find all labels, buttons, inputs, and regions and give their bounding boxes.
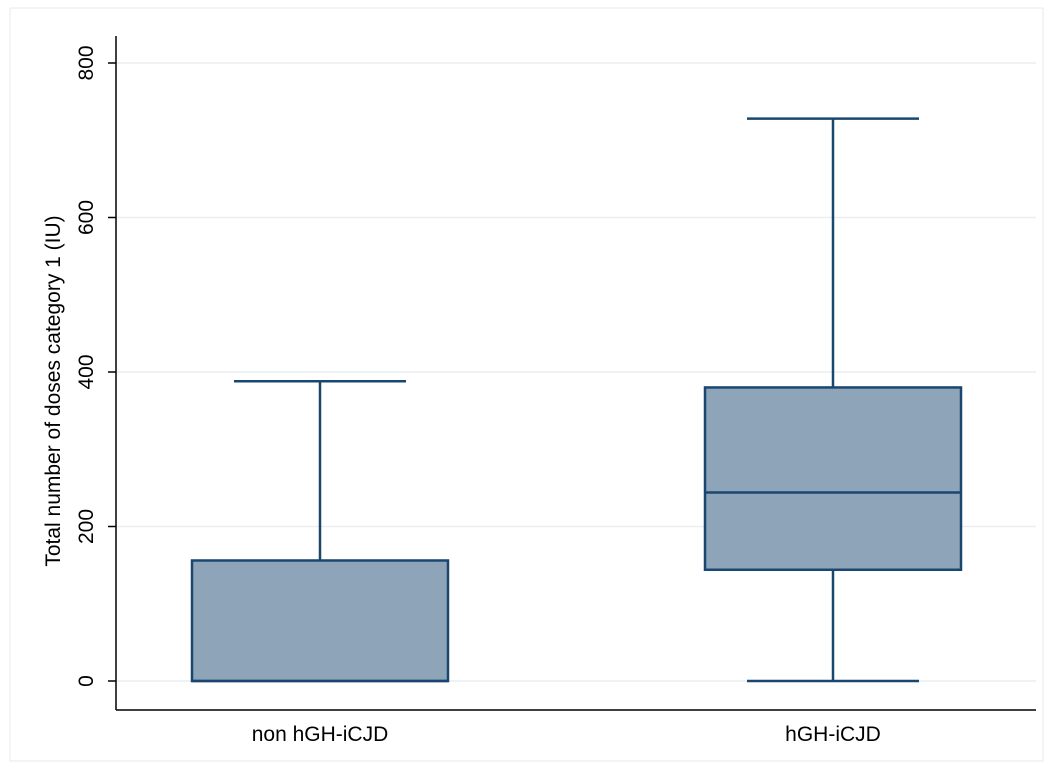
- x-category-label-1: non hGH-iCJD: [252, 723, 389, 746]
- y-tick-label-600: 600: [75, 200, 98, 235]
- y-tick-label-800: 800: [75, 45, 98, 80]
- ticks-layer: 0 200 400 600 800 non hGH-iCJD hGH-iCJD: [75, 45, 881, 746]
- box-1-iqr-box: [190, 559, 450, 683]
- y-tick-label-200: 200: [75, 509, 98, 544]
- outer-frame: [9, 7, 1044, 762]
- axes-layer: [115, 36, 1036, 711]
- y-tick-label-0: 0: [75, 675, 98, 687]
- box-2-iqr-box: [703, 386, 963, 572]
- y-tick-label-400: 400: [75, 354, 98, 389]
- boxes-layer: [190, 117, 963, 683]
- x-category-label-2: hGH-iCJD: [785, 723, 881, 746]
- y-axis-title: Total number of doses category 1 (IU): [42, 215, 65, 566]
